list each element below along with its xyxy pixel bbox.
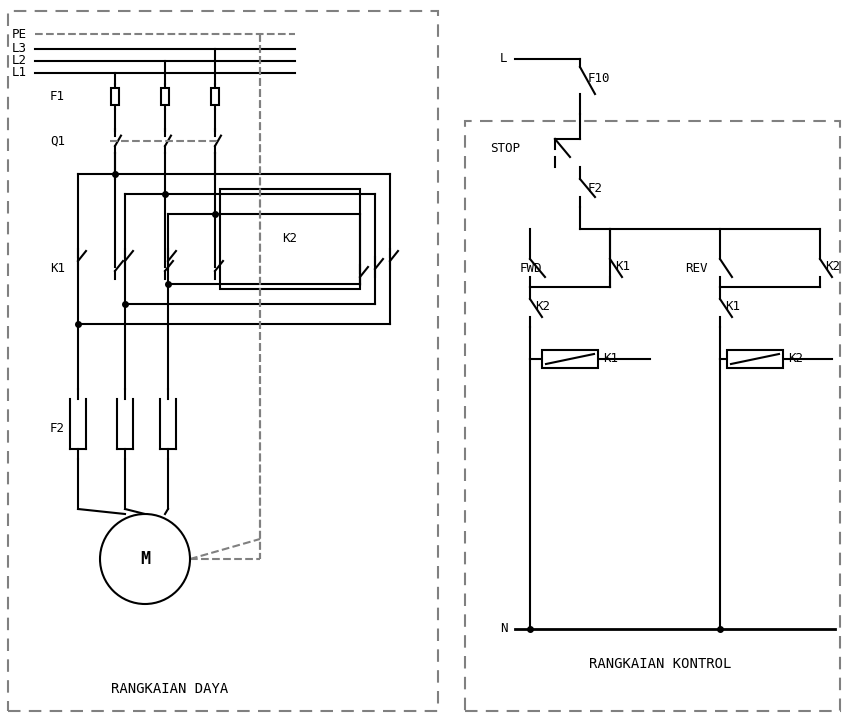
Bar	[542, 350, 598, 368]
Text: K1: K1	[603, 352, 618, 365]
Text: L3: L3	[12, 42, 27, 55]
Text: F2: F2	[588, 183, 603, 196]
Text: K1: K1	[725, 301, 740, 313]
Text: Q1: Q1	[50, 134, 65, 147]
Text: RANGKAIAN KONTROL: RANGKAIAN KONTROL	[589, 657, 731, 671]
Bar	[220, 189, 360, 289]
Text: F1: F1	[50, 91, 65, 104]
Bar	[727, 350, 783, 368]
Text: REV: REV	[685, 262, 707, 275]
Text: M: M	[140, 550, 150, 568]
Text: N: N	[500, 623, 507, 636]
Text: PE: PE	[12, 27, 27, 40]
Text: K1: K1	[50, 262, 65, 275]
Text: F10: F10	[588, 73, 610, 86]
Text: L2: L2	[12, 55, 27, 68]
Bar	[161, 88, 169, 105]
Text: FWD: FWD	[520, 262, 542, 275]
Text: K1: K1	[615, 260, 630, 273]
Text: L1: L1	[12, 66, 27, 80]
Text: K2: K2	[535, 301, 550, 313]
Text: L: L	[500, 52, 507, 65]
Text: F2: F2	[50, 423, 65, 436]
Text: K2: K2	[825, 260, 840, 273]
Text: K2: K2	[283, 232, 298, 245]
Bar	[211, 88, 219, 105]
Text: K2: K2	[788, 352, 803, 365]
Circle shape	[100, 514, 190, 604]
Text: STOP: STOP	[490, 142, 520, 155]
Text: RANGKAIAN DAYA: RANGKAIAN DAYA	[111, 682, 229, 696]
Bar	[111, 88, 119, 105]
